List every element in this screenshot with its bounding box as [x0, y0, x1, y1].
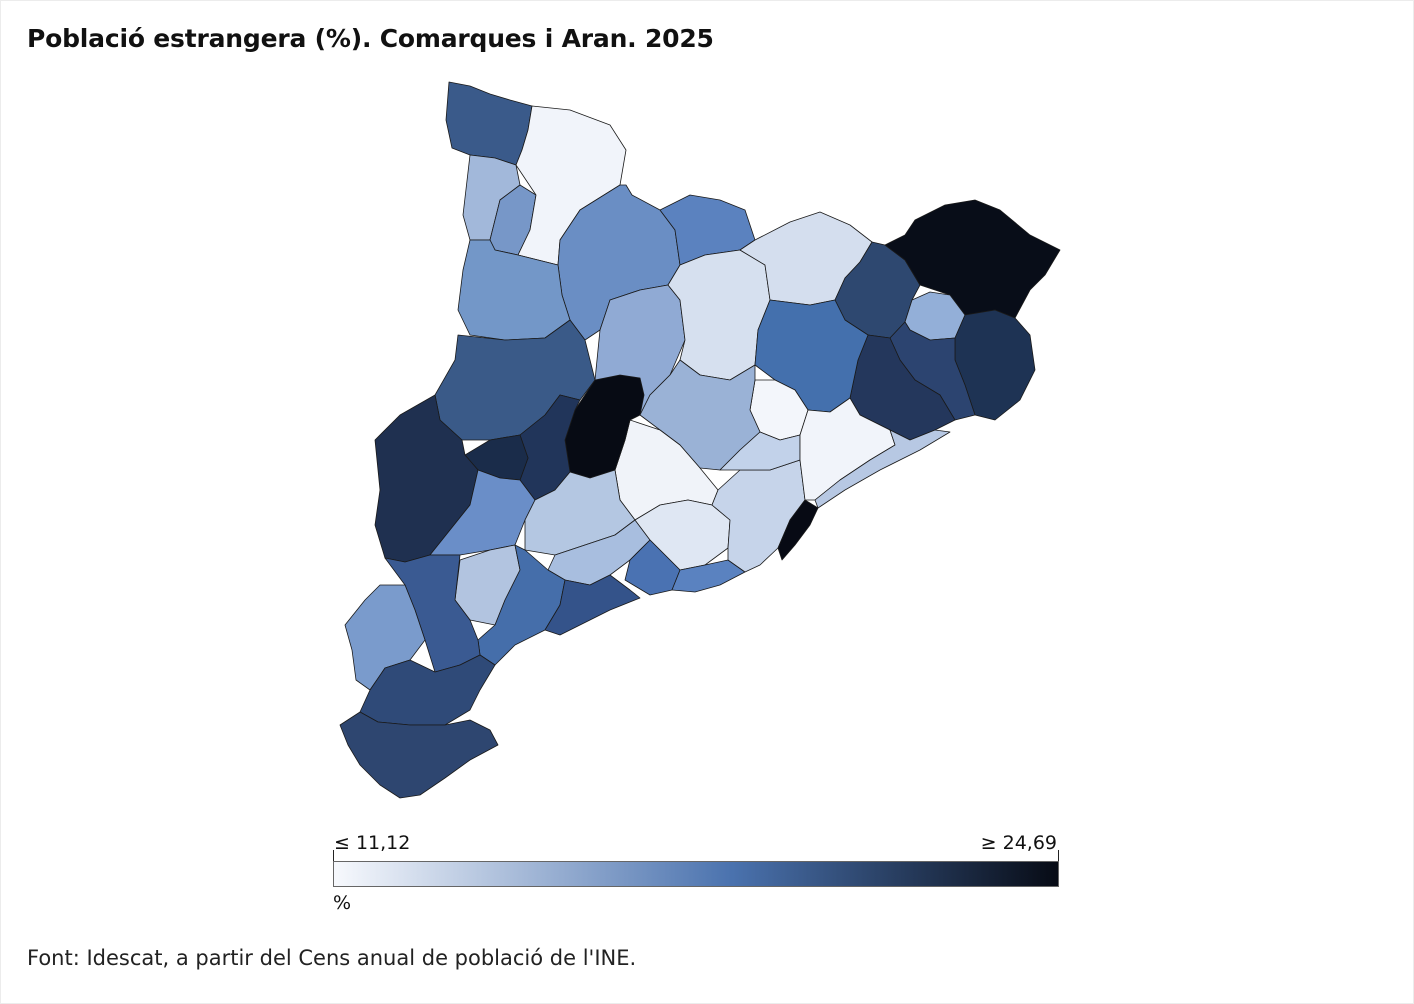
region-aran[interactable] — [445, 81, 533, 166]
region-tarragones[interactable] — [544, 574, 641, 636]
source-note: Font: Idescat, a partir del Cens anual d… — [27, 946, 637, 970]
region-bergueda[interactable] — [667, 249, 771, 381]
legend-max-label: ≥ 24,69 — [980, 832, 1057, 854]
page-title: Població estrangera (%). Comarques i Ara… — [27, 24, 714, 53]
catalonia-choropleth-map — [339, 81, 1061, 799]
legend-tick-min — [333, 850, 334, 862]
region-terra-alta[interactable] — [344, 584, 426, 691]
region-pallars-jussa[interactable] — [457, 239, 571, 341]
region-baix-camp[interactable] — [477, 544, 566, 666]
region-barcelones[interactable] — [777, 499, 819, 561]
legend-min-label: ≤ 11,12 — [334, 832, 411, 854]
region-alt-emporda[interactable] — [884, 199, 1061, 319]
legend-unit-label: % — [333, 892, 352, 914]
region-baix-llobregat[interactable] — [711, 459, 806, 573]
region-maresme[interactable] — [814, 429, 951, 509]
region-montsia[interactable] — [339, 711, 499, 799]
legend-tick-max — [1058, 850, 1059, 862]
legend-color-scale — [333, 861, 1059, 887]
